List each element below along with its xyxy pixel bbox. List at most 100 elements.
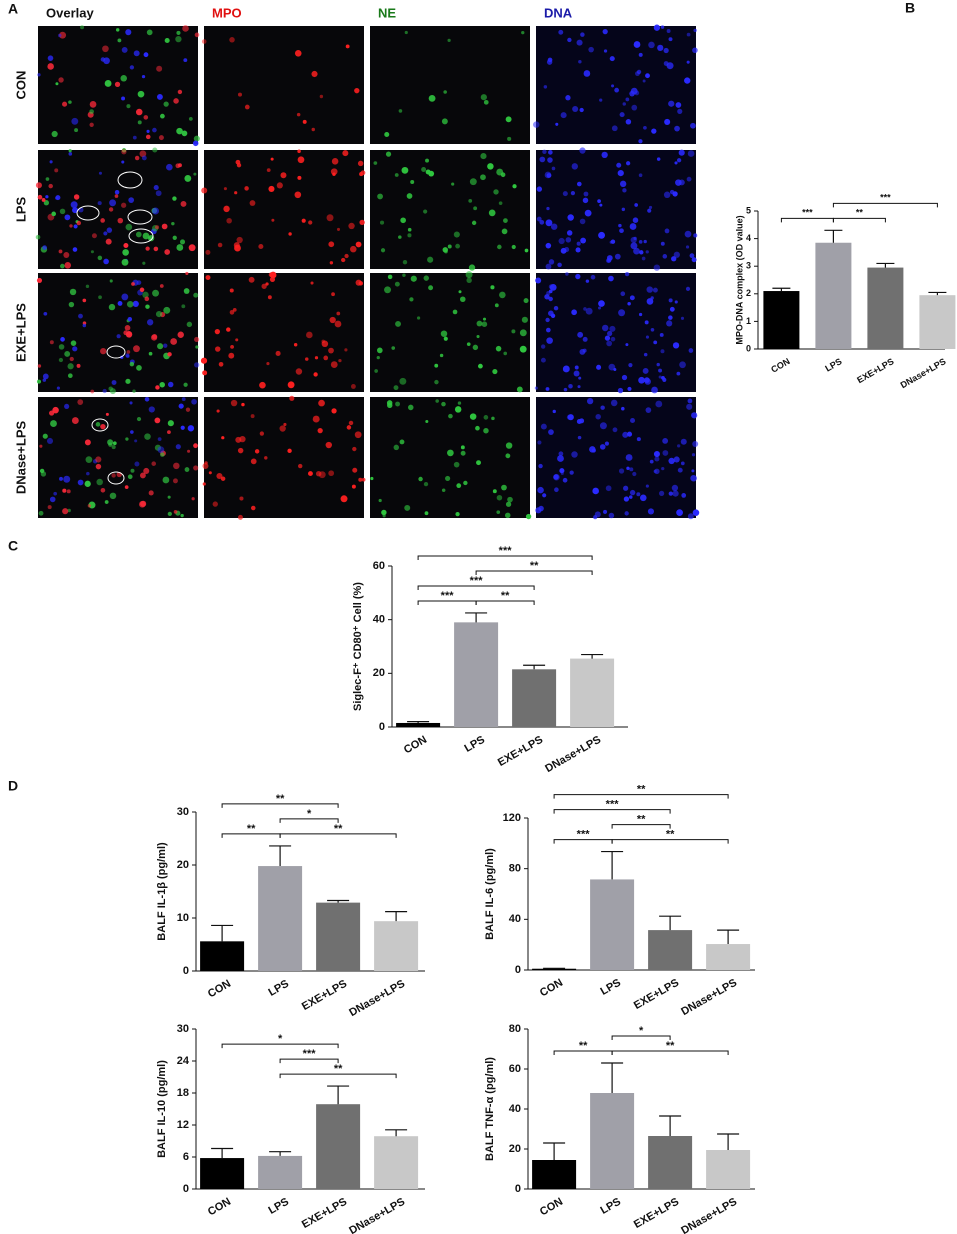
cell-dot: [216, 472, 223, 480]
cell-dot: [645, 335, 649, 339]
cell-dot: [205, 275, 211, 281]
cell-dot: [143, 467, 150, 474]
cell-dot: [254, 449, 260, 454]
cell-dot: [167, 420, 174, 427]
cell-dot: [551, 166, 556, 171]
cell-dot: [145, 134, 151, 140]
micrograph-bg: [536, 26, 696, 144]
cell-dot: [64, 214, 71, 221]
cell-dot: [38, 510, 44, 516]
micrograph-bg: [204, 273, 364, 392]
cell-dot: [606, 258, 612, 263]
cell-dot: [539, 219, 545, 225]
cell-dot: [86, 471, 90, 476]
cell-dot: [548, 296, 553, 302]
cell-dot: [259, 381, 266, 389]
cell-dot: [59, 31, 67, 39]
x-tick-label: EXE+LPS: [300, 978, 349, 1013]
cell-dot: [340, 495, 348, 503]
cell-dot: [85, 284, 90, 289]
cell-dot: [503, 218, 508, 223]
cell-dot: [158, 135, 164, 141]
cell-dot: [172, 235, 177, 240]
cell-dot: [423, 275, 429, 281]
cell-dot: [167, 495, 171, 499]
x-tick-label: CON: [538, 977, 565, 1000]
cell-dot: [48, 183, 53, 189]
cell-dot: [177, 163, 182, 168]
cell-dot: [664, 228, 670, 234]
cell-dot: [376, 347, 383, 354]
cell-dot: [404, 30, 408, 35]
cell-dot: [505, 453, 511, 459]
cell-dot: [599, 203, 603, 207]
significance-bracket: [780, 217, 834, 223]
cell-dot: [614, 87, 620, 93]
cell-dot: [687, 513, 694, 520]
cell-dot: [318, 399, 325, 407]
cell-dot: [328, 470, 335, 477]
cell-dot: [606, 340, 613, 347]
y-tick-label: 120: [503, 812, 521, 824]
cell-dot: [47, 55, 54, 61]
cell-dot: [261, 283, 267, 289]
bar: [532, 968, 577, 970]
cell-dot: [387, 274, 393, 280]
cell-dot: [620, 291, 626, 297]
cell-dot: [173, 98, 179, 104]
cell-dot: [685, 245, 690, 249]
error-bar: [876, 262, 895, 268]
cell-dot: [503, 351, 508, 356]
cell-dot: [562, 365, 570, 373]
cell-dot: [448, 413, 453, 419]
cell-dot: [237, 514, 243, 520]
cell-dot: [603, 49, 608, 53]
cell-dot: [395, 401, 401, 407]
cell-dot: [280, 172, 287, 179]
column-header: Overlay: [46, 5, 94, 20]
cell-dot: [599, 98, 603, 102]
cell-dot: [656, 362, 660, 367]
cell-dot: [250, 458, 257, 465]
cell-dot: [626, 466, 630, 470]
cell-dot: [352, 467, 358, 473]
cell-dot: [226, 217, 232, 224]
cell-dot: [152, 147, 158, 153]
cell-dot: [117, 217, 124, 224]
cell-dot: [237, 92, 242, 97]
cell-dot: [640, 494, 647, 502]
bar: [374, 1136, 419, 1189]
row-label: LPS: [13, 197, 28, 223]
cell-dot: [115, 28, 120, 32]
y-axis-label: Siglec-F⁺ CD80⁺ Cell (%): [352, 582, 364, 711]
cell-dot: [267, 295, 272, 300]
cell-dot: [163, 306, 171, 314]
y-tick-label: 40: [509, 1103, 521, 1115]
cell-dot: [686, 32, 691, 37]
cell-dot: [221, 436, 225, 440]
cell-dot: [127, 474, 133, 480]
cell-dot: [641, 256, 646, 261]
cell-dot: [684, 77, 691, 84]
cell-dot: [317, 427, 323, 434]
cell-dot: [144, 296, 150, 302]
cell-dot: [37, 364, 42, 368]
cell-dot: [552, 409, 556, 414]
cell-dot: [425, 419, 429, 424]
significance-label: **: [334, 1063, 343, 1075]
cell-dot: [236, 236, 243, 244]
cell-dot: [321, 339, 325, 344]
cell-dot: [66, 489, 71, 494]
cell-dot: [630, 418, 636, 424]
cell-dot: [690, 122, 696, 129]
highlight-circle: [107, 471, 125, 485]
cell-dot: [148, 351, 153, 356]
cell-dot: [181, 304, 186, 309]
cell-dot: [617, 387, 624, 394]
significance-bracket: [279, 1058, 339, 1064]
cell-dot: [361, 477, 366, 482]
cell-dot: [578, 376, 582, 380]
cell-dot: [73, 194, 80, 200]
cell-dot: [180, 200, 187, 207]
cell-dot: [447, 244, 452, 249]
